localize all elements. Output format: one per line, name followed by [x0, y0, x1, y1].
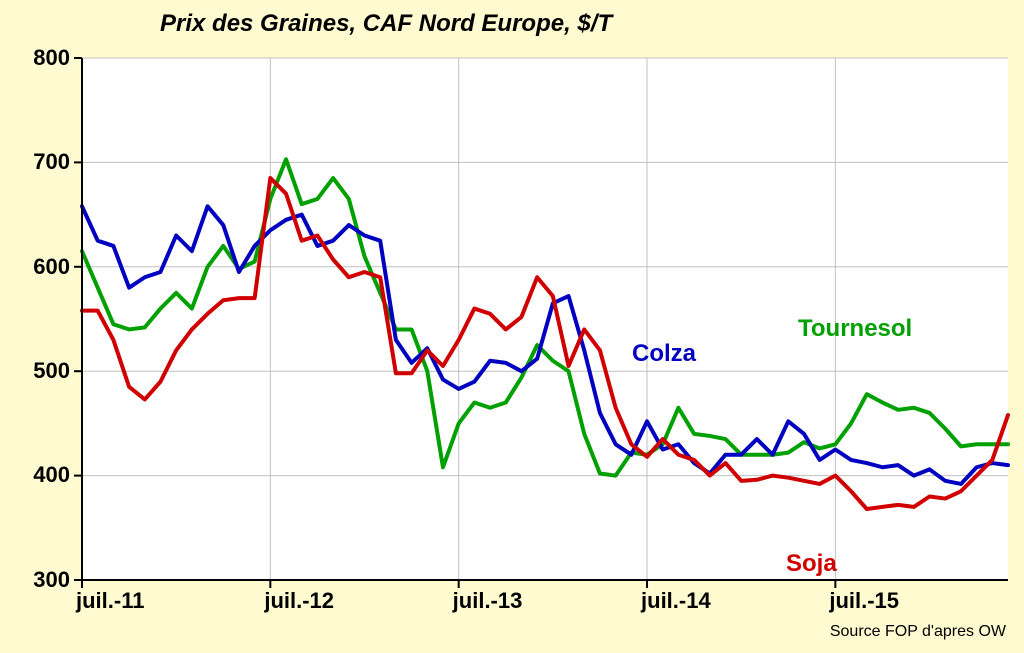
- y-tick-label: 700: [33, 149, 70, 175]
- chart-title: Prix des Graines, CAF Nord Europe, $/T: [160, 10, 612, 38]
- x-tick-label: juil.-14: [641, 588, 711, 614]
- y-tick-label: 800: [33, 45, 70, 71]
- series-label-colza: Colza: [632, 340, 696, 368]
- x-tick-label: juil.-13: [453, 588, 523, 614]
- x-tick-label: juil.-12: [264, 588, 334, 614]
- chart-container: Prix des Graines, CAF Nord Europe, $/T 3…: [0, 0, 1024, 653]
- y-tick-label: 300: [33, 567, 70, 593]
- x-tick-label: juil.-15: [829, 588, 899, 614]
- series-label-tournesol: Tournesol: [798, 315, 912, 343]
- y-tick-label: 600: [33, 254, 70, 280]
- y-tick-label: 500: [33, 358, 70, 384]
- series-label-soja: Soja: [786, 550, 837, 578]
- source-annotation: Source FOP d'apres OW: [830, 623, 1006, 641]
- x-tick-label: juil.-11: [76, 588, 144, 614]
- y-tick-label: 400: [33, 462, 70, 488]
